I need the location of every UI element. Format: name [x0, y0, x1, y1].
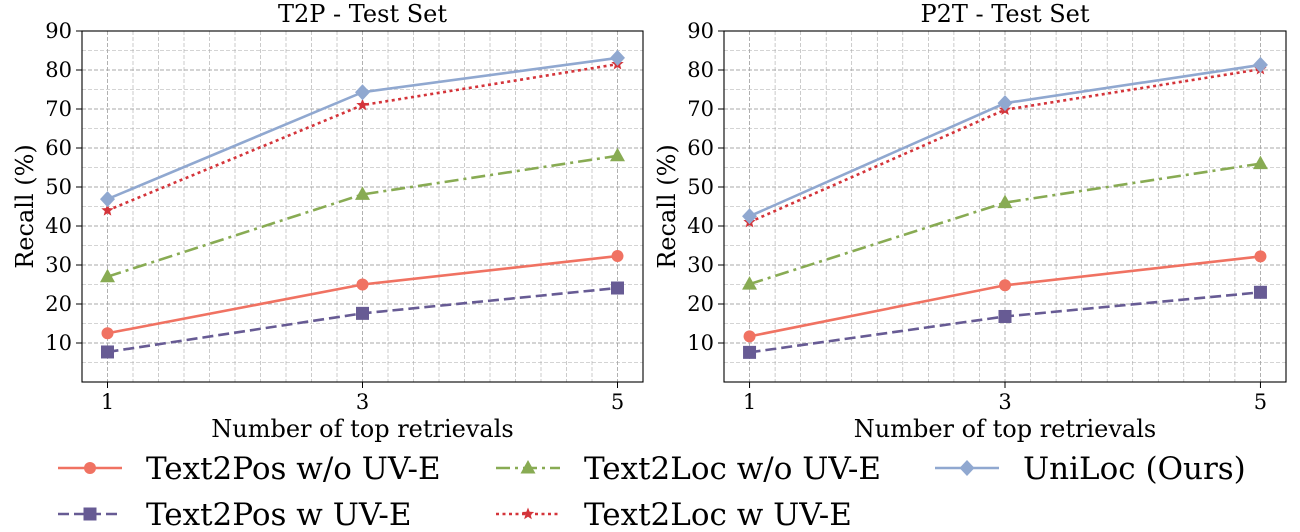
data-point [999, 279, 1011, 292]
series-text2pos-w-uv-e [101, 281, 624, 359]
y-tick-label: 90 [45, 19, 72, 43]
x-tick-label: 5 [1254, 390, 1267, 414]
legend-entry: Text2Pos w/o UV-E [58, 451, 441, 487]
data-point [1252, 155, 1268, 170]
y-tick-label: 60 [687, 136, 714, 160]
series-line [107, 154, 618, 278]
y-tick-label: 60 [45, 136, 72, 160]
data-point [997, 95, 1013, 112]
y-tick-label: 80 [45, 58, 72, 82]
x-tick-label: 3 [356, 390, 369, 414]
data-point [998, 309, 1012, 323]
legend-entry: Text2Loc w UV-E [496, 497, 852, 532]
data-point [1252, 56, 1268, 73]
data-point [100, 268, 115, 283]
series-text2pos-w-uv-e [743, 285, 1267, 359]
y-tick-label: 20 [687, 292, 714, 316]
series-uniloc-ours- [742, 56, 1268, 225]
series-text2loc-w-o-uv-e [742, 155, 1268, 290]
legend-marker [84, 462, 96, 474]
y-tick-label: 50 [687, 175, 714, 199]
data-point [356, 306, 369, 320]
data-point [101, 327, 114, 340]
series-text2pos-w-o-uv-e [743, 250, 1267, 343]
legend: Text2Pos w/o UV-E Text2Loc w/o UV-E UniLoc… [58, 451, 1246, 532]
data-point [101, 345, 114, 359]
data-point [1254, 250, 1267, 263]
data-point [611, 281, 624, 295]
data-point [997, 194, 1013, 209]
data-point [611, 250, 624, 263]
legend-marker [959, 460, 975, 476]
legend-label: Text2Loc w UV-E [584, 497, 852, 532]
series-line [749, 162, 1261, 286]
legend-marker [83, 507, 97, 521]
grid [82, 31, 643, 382]
chart-panel-2: 10 20 30 40 50 60 70 80 90 1 3 5 P2T - Test Set Numbe… [653, 0, 1287, 443]
y-axis-label: Recall (%) [11, 144, 39, 269]
y-tick-label: 90 [687, 19, 714, 43]
y-tick-label: 70 [687, 97, 714, 121]
chart-title: T2P - Test Set [278, 0, 447, 28]
series-uniloc-ours- [100, 49, 625, 208]
x-tick-label: 1 [743, 390, 756, 414]
y-tick-label: 40 [687, 214, 714, 238]
legend-entry: UniLoc (Ours) [935, 451, 1246, 487]
data-point [355, 84, 370, 101]
data-point [355, 186, 370, 200]
data-point [1253, 285, 1267, 299]
y-tick-label: 70 [45, 97, 72, 121]
data-point [742, 208, 758, 225]
y-tick-label: 40 [45, 214, 72, 238]
data-point [356, 98, 369, 111]
legend-label: Text2Pos w/o UV-E [146, 451, 441, 487]
legend-entry: Text2Pos w UV-E [58, 497, 411, 532]
legend-marker [521, 507, 535, 520]
data-point [743, 345, 757, 359]
y-tick-label: 80 [687, 58, 714, 82]
y-tick-label: 50 [45, 175, 72, 199]
legend-entry: Text2Loc w/o UV-E [496, 451, 881, 487]
legend-marker [520, 460, 536, 474]
series-text2loc-w-o-uv-e [100, 147, 625, 283]
data-point [743, 330, 756, 343]
legend-label: Text2Loc w/o UV-E [584, 451, 881, 487]
chart-title: P2T - Test Set [920, 0, 1089, 28]
data-point [100, 191, 115, 208]
x-tick-label: 5 [611, 390, 624, 414]
legend-label: Text2Pos w UV-E [146, 497, 411, 532]
y-tick-label: 20 [45, 292, 72, 316]
y-tick-label: 10 [45, 331, 72, 355]
data-point [742, 276, 758, 290]
data-point [356, 278, 369, 291]
y-tick-label: 30 [45, 253, 72, 277]
x-tick-label: 3 [998, 390, 1011, 414]
data-point [610, 147, 625, 162]
x-tick-label: 1 [101, 390, 114, 414]
x-axis-label: Number of top retrievals [854, 415, 1156, 443]
series-line [749, 67, 1261, 224]
y-tick-label: 10 [687, 331, 714, 355]
data-point [101, 203, 114, 216]
y-axis-label: Recall (%) [653, 144, 681, 269]
legend-label: UniLoc (Ours) [1023, 451, 1246, 487]
series-text2pos-w-o-uv-e [101, 250, 624, 340]
data-point [610, 49, 625, 66]
y-tick-label: 30 [687, 253, 714, 277]
x-axis-label: Number of top retrievals [211, 415, 513, 443]
chart-panel-1: 10 20 30 40 50 60 70 80 90 1 3 5 T2P - Test Set Numbe… [11, 0, 644, 443]
